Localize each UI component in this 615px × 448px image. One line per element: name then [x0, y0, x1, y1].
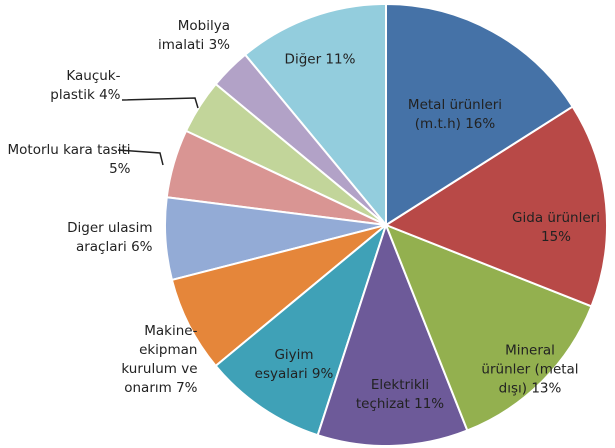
- slice-label: Giyim esyalari 9%: [254, 346, 334, 384]
- pie-slice: [316, 222, 469, 447]
- value-label: 4%: [99, 87, 121, 103]
- value-label: 13%: [531, 380, 562, 397]
- value-label: 15%: [540, 229, 571, 245]
- category-label: Kauçuk-plastik: [50, 68, 121, 103]
- category-label: Gida ürünleri: [512, 210, 600, 226]
- slice-label: Kauçuk-plastik 4%: [36, 67, 121, 105]
- category-label: Mineral ürünler (metal dışı): [481, 342, 579, 397]
- slice-label: Mobilya imalati 3%: [130, 17, 230, 55]
- slice-label: Diger ulasim araçlari 6%: [38, 219, 153, 257]
- category-label: Metal ürünleri (m.t.h): [407, 97, 503, 132]
- slice-label: Mineral ürünler (metal dışı) 13%: [480, 342, 580, 399]
- pie-slice: [243, 2, 387, 228]
- category-label: Diger ulasim araçlari: [67, 220, 153, 255]
- category-label: Makine-ekipman kurulum ve onarım: [121, 323, 198, 396]
- slice-label: Metal ürünleri (m.t.h) 16%: [408, 96, 503, 134]
- category-label: Giyim esyalari: [254, 347, 314, 382]
- slice-label: Makine-ekipman kurulum ve onarım 7%: [93, 322, 198, 398]
- category-label: Elektrikli teçhizat: [355, 377, 430, 412]
- pie-slice: [385, 2, 574, 227]
- pie-slice: [383, 105, 608, 308]
- value-label: 11%: [414, 396, 445, 412]
- pie-slice: [384, 223, 593, 432]
- leader-line: [117, 149, 164, 166]
- leader-line: [121, 97, 199, 109]
- value-label: 7%: [176, 380, 198, 396]
- slice-label: Motorlu kara tasiti 5%: [6, 141, 131, 179]
- value-label: 5%: [109, 161, 131, 177]
- slice-label: Diğer 11%: [260, 51, 380, 70]
- category-label: Diğer: [284, 51, 322, 68]
- value-label: 6%: [131, 239, 153, 255]
- value-label: 16%: [465, 116, 496, 132]
- value-label: 9%: [311, 366, 334, 382]
- category-label: Motorlu kara tasiti: [7, 142, 131, 158]
- value-label: 11%: [325, 51, 356, 68]
- slice-label: Gida ürünleri 15%: [501, 209, 611, 247]
- category-label: Mobilya imalati: [158, 18, 230, 53]
- value-label: 3%: [208, 37, 230, 53]
- slice-label: Elektrikli teçhizat 11%: [345, 376, 455, 414]
- pie-slice: [214, 222, 389, 437]
